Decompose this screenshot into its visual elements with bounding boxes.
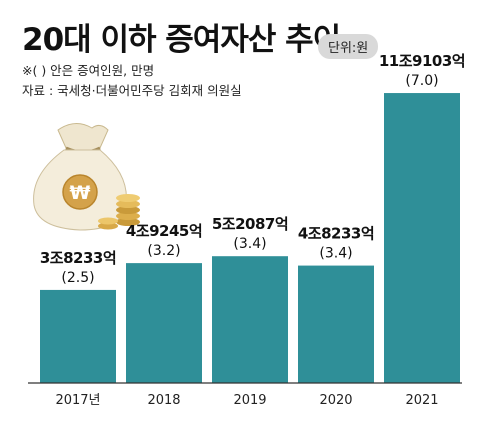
value-label: 4조8233억 [298, 225, 374, 243]
note-text: ※( ) 안은 증여인원, 만명 [22, 63, 155, 78]
money-bag-won-with-coins-icon: ₩ [33, 123, 140, 231]
bar-3 [298, 265, 374, 383]
count-label: (2.5) [61, 270, 94, 286]
count-label: (3.4) [233, 236, 266, 252]
source-text: 자료 : 국세청·더불어민주당 김회재 의원실 [22, 83, 242, 98]
unit-badge: 단위:원 [318, 34, 379, 59]
value-label: 3조8233억 [40, 249, 116, 267]
bar-1 [126, 263, 202, 383]
x-tick-label: 2020 [319, 393, 352, 408]
bar-4 [384, 93, 460, 383]
x-tick-label: 2017년 [55, 393, 100, 408]
x-tick-label: 2019 [233, 393, 266, 408]
value-label: 5조2087억 [212, 215, 288, 233]
x-tick-label: 2021 [405, 393, 438, 408]
chart-title: 20대 이하 증여자산 추이 [22, 22, 341, 58]
x-tick-label: 2018 [147, 393, 180, 408]
count-label: (3.4) [319, 246, 352, 262]
count-label: (7.0) [405, 73, 438, 89]
value-label: 11조9103억 [379, 52, 465, 70]
bar-2 [212, 256, 288, 383]
value-label: 4조9245억 [126, 222, 202, 240]
won-symbol: ₩ [70, 182, 91, 204]
count-label: (3.2) [147, 243, 180, 259]
bar-0 [40, 289, 116, 383]
